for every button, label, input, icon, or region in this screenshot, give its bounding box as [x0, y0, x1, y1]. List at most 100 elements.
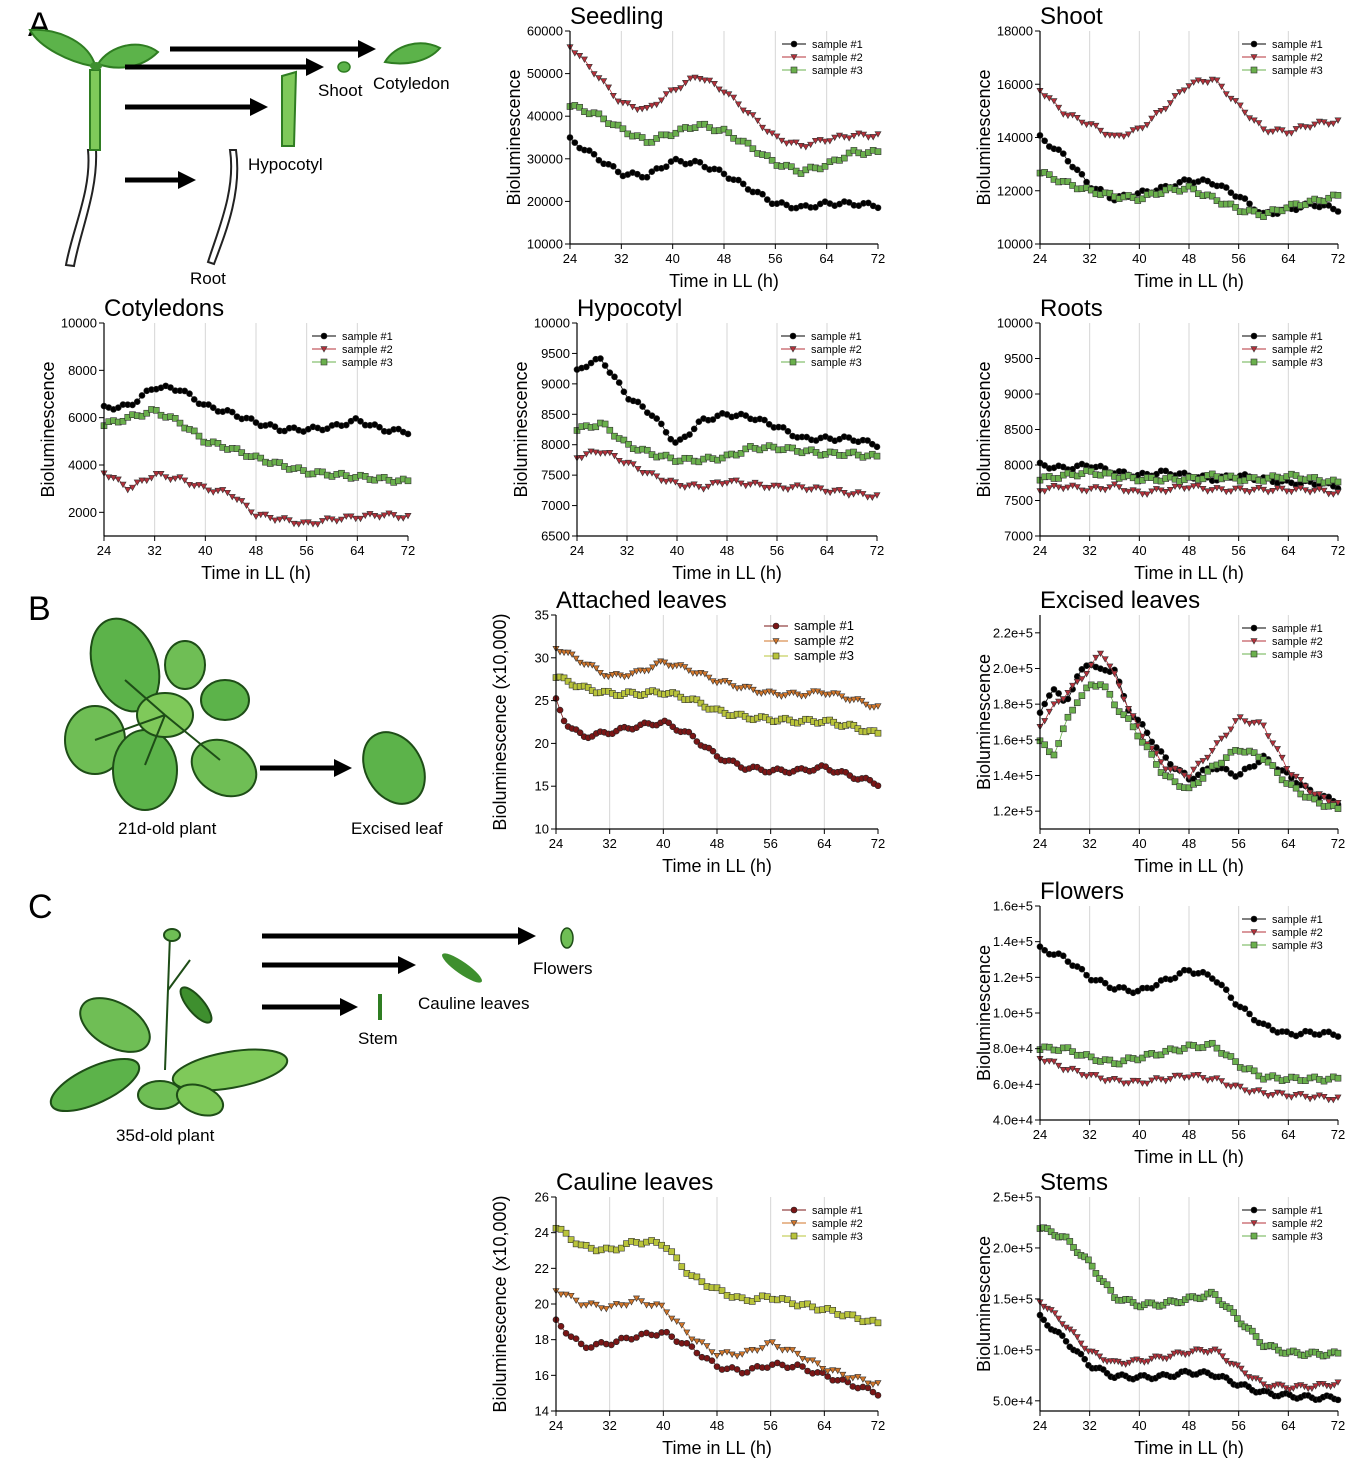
data-point	[821, 162, 829, 170]
y-tick-label: 24	[535, 1225, 549, 1240]
data-point	[662, 478, 670, 486]
data-point	[864, 1380, 872, 1387]
data-point	[114, 476, 122, 483]
data-point	[595, 110, 603, 118]
data-point	[1306, 789, 1314, 797]
data-point	[831, 134, 839, 142]
data-point	[1055, 740, 1062, 747]
y-axis-label: Bioluminescence	[974, 69, 994, 205]
data-point	[804, 1357, 812, 1364]
data-point	[761, 689, 769, 696]
data-point	[667, 435, 675, 443]
legend-label: sample #3	[1272, 940, 1323, 952]
legend-label: sample #2	[1272, 344, 1323, 356]
data-point	[342, 513, 350, 520]
data-point	[1148, 1077, 1156, 1084]
y-tick-label: 2.0e+5	[993, 1240, 1033, 1255]
excised-leaf-drawing	[362, 731, 426, 805]
data-point	[1059, 150, 1067, 157]
data-point	[859, 1376, 867, 1383]
legend-marker	[1250, 346, 1258, 353]
y-tick-label: 7000	[541, 498, 570, 513]
x-tick-label: 48	[1182, 1127, 1196, 1142]
data-point	[763, 1340, 771, 1347]
data-point	[768, 1339, 776, 1346]
chart-title: Excised leaves	[1040, 587, 1200, 614]
y-tick-label: 2.0e+5	[993, 661, 1033, 676]
data-point	[562, 1291, 570, 1299]
data-point	[560, 674, 568, 682]
legend-label: sample #2	[342, 344, 393, 356]
data-point	[1120, 133, 1128, 141]
data-point	[147, 475, 156, 482]
data-point	[1106, 690, 1114, 698]
data-point	[1297, 776, 1305, 784]
data-point	[728, 478, 736, 485]
legend-marker	[790, 40, 798, 48]
data-point	[1327, 1383, 1335, 1391]
series-2	[566, 44, 882, 151]
x-tick-label: 32	[1082, 1127, 1096, 1142]
data-point	[1325, 1028, 1332, 1036]
data-point	[663, 1328, 670, 1336]
data-point	[840, 134, 848, 141]
data-point	[1120, 1080, 1128, 1087]
data-point	[742, 482, 750, 490]
data-point	[576, 729, 584, 737]
series-2	[1036, 76, 1342, 141]
data-point	[1106, 484, 1114, 491]
data-point	[617, 1302, 625, 1309]
data-point	[1255, 719, 1263, 726]
data-point	[681, 664, 689, 671]
x-tick-label: 40	[1132, 251, 1146, 266]
data-point	[1078, 692, 1086, 699]
data-point	[764, 196, 771, 203]
data-point	[1115, 682, 1123, 690]
data-point	[781, 692, 789, 699]
data-point	[1330, 1382, 1338, 1389]
data-point	[1073, 1067, 1081, 1075]
x-tick-label: 48	[1182, 251, 1196, 266]
data-point	[696, 158, 704, 166]
data-point	[1101, 131, 1109, 139]
y-tick-label: 20	[535, 736, 549, 751]
y-axis-label: Bioluminescence	[974, 654, 994, 790]
data-point	[1250, 1067, 1258, 1075]
seedling-shoot-apex-drawing	[90, 62, 102, 70]
x-tick-label: 32	[147, 543, 161, 558]
data-point	[1312, 1383, 1320, 1390]
data-point	[1227, 95, 1235, 103]
data-point	[328, 516, 336, 523]
data-point	[1069, 182, 1076, 189]
data-point	[1249, 1327, 1256, 1335]
data-point	[653, 1332, 660, 1339]
data-point	[1046, 692, 1053, 699]
data-point	[1059, 725, 1067, 733]
y-tick-label: 4.0e+4	[993, 1113, 1033, 1128]
data-point	[869, 1381, 877, 1388]
data-point	[706, 77, 714, 85]
y-tick-label: 8000	[541, 437, 570, 452]
data-point	[784, 1296, 791, 1303]
data-point	[1129, 127, 1137, 134]
data-point	[814, 1360, 822, 1367]
data-point	[648, 412, 656, 419]
data-point	[1306, 489, 1314, 496]
data-point	[693, 738, 701, 745]
data-point	[138, 392, 146, 399]
data-point	[1273, 485, 1281, 492]
data-point	[152, 470, 160, 478]
data-point	[1269, 488, 1277, 495]
data-point	[1134, 125, 1142, 132]
data-point	[718, 1350, 726, 1357]
data-point	[1087, 485, 1095, 493]
data-point	[1180, 1074, 1188, 1082]
data-point	[633, 1334, 640, 1341]
arrow-to-excised-leaf	[260, 759, 352, 777]
data-point	[587, 1344, 595, 1351]
data-point	[1219, 1353, 1227, 1360]
data-point	[715, 86, 723, 93]
x-tick-label: 56	[768, 251, 782, 266]
data-point	[347, 513, 355, 520]
series-3	[1036, 1224, 1342, 1360]
